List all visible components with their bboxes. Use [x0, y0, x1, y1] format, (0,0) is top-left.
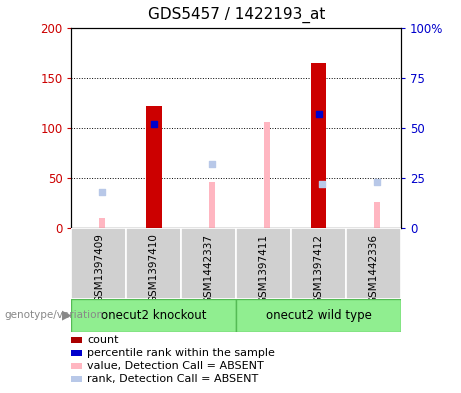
Bar: [374, 202, 380, 228]
Text: value, Detection Call = ABSENT: value, Detection Call = ABSENT: [87, 361, 264, 371]
Point: [99, 189, 106, 195]
Bar: [71, 228, 126, 299]
Text: count: count: [87, 335, 118, 345]
Point: [208, 161, 216, 167]
Title: GDS5457 / 1422193_at: GDS5457 / 1422193_at: [148, 7, 325, 23]
Bar: [346, 228, 401, 299]
Bar: [311, 62, 326, 228]
Bar: [100, 218, 105, 228]
Bar: [236, 299, 401, 332]
Text: genotype/variation: genotype/variation: [5, 310, 104, 320]
Text: GSM1442336: GSM1442336: [369, 233, 378, 304]
Bar: [126, 228, 181, 299]
Text: GSM1442337: GSM1442337: [204, 233, 214, 304]
Text: GSM1397410: GSM1397410: [149, 233, 159, 303]
Bar: [181, 228, 236, 299]
Bar: [236, 228, 291, 299]
Point: [373, 179, 381, 185]
Text: rank, Detection Call = ABSENT: rank, Detection Call = ABSENT: [87, 374, 258, 384]
Bar: [71, 299, 236, 332]
Point: [315, 110, 322, 117]
Bar: [209, 182, 215, 228]
Point: [150, 121, 158, 127]
Text: percentile rank within the sample: percentile rank within the sample: [87, 348, 275, 358]
Bar: [146, 106, 161, 228]
Text: GSM1397411: GSM1397411: [259, 233, 269, 304]
Text: ▶: ▶: [62, 309, 72, 322]
Text: onecut2 wild type: onecut2 wild type: [266, 309, 372, 322]
Text: GSM1397412: GSM1397412: [313, 233, 324, 304]
Bar: [264, 122, 270, 228]
Point: [318, 181, 325, 187]
Text: onecut2 knockout: onecut2 knockout: [101, 309, 207, 322]
Bar: [291, 228, 346, 299]
Text: GSM1397409: GSM1397409: [94, 233, 104, 303]
